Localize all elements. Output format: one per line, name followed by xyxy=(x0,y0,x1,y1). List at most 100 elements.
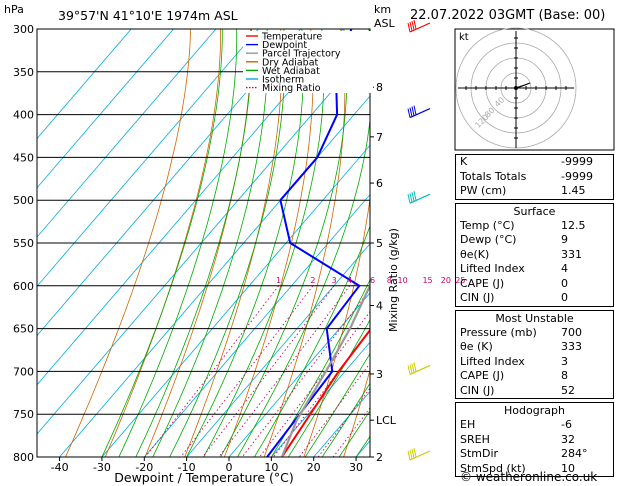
surface-title: Surface xyxy=(513,204,556,218)
indices-box: K -9999 Totals Totals -9999 PW (cm) 1.45 xyxy=(455,154,614,200)
legend-entry: Parcel Trajectory xyxy=(262,49,341,60)
isotherm-line xyxy=(271,341,370,457)
most-unstable-row: CAPE (J) 8 xyxy=(456,369,613,384)
indices-row: PW (cm) 1.45 xyxy=(456,184,613,199)
hodograph-box-row: SREH 32 xyxy=(456,433,613,448)
most-unstable-value: 8 xyxy=(561,369,568,382)
surface-label: Dewp (°C) xyxy=(460,233,517,246)
legend-entry: Isotherm xyxy=(262,75,304,86)
indices-rows: K -9999 Totals Totals -9999 PW (cm) 1.45 xyxy=(456,155,613,199)
height-tick-label: 4 xyxy=(376,299,383,312)
most-unstable-row: CIN (J) 52 xyxy=(456,384,613,399)
hodograph-stats-rows: EH -6 SREH 32 StmDir 284° StmSpd (kt) 10 xyxy=(456,418,613,476)
mixing-ratio-label: 3 xyxy=(332,276,337,285)
pressure-tick-label: 500 xyxy=(13,194,34,207)
hpa-label: hPa xyxy=(4,3,24,16)
wind-barb xyxy=(407,105,431,119)
surface-label: θe(K) xyxy=(460,247,490,261)
credit: © weatheronline.co.uk xyxy=(460,470,598,484)
pressure-tick-label: 700 xyxy=(13,365,34,378)
wet-adiabat-line xyxy=(321,382,370,457)
pressure-tick-label: 600 xyxy=(13,280,34,293)
temperature-tick-label: -10 xyxy=(178,461,196,474)
mixing-ratio-label: 20 xyxy=(441,276,451,285)
surface-label: Lifted Index xyxy=(460,262,525,275)
indices-panel: K -9999 Totals Totals -9999 PW (cm) 1.45 Surf… xyxy=(455,154,614,477)
legend-entry: Wet Adiabat xyxy=(262,66,320,77)
temperature-line xyxy=(281,328,370,457)
isotherm-line xyxy=(186,243,370,457)
indices-value: -9999 xyxy=(561,169,593,183)
temperature-tick-label: 10 xyxy=(264,461,278,474)
legend-entry: Temperature xyxy=(261,32,322,43)
isotherm-line xyxy=(228,292,370,457)
indices-row: Totals Totals -9999 xyxy=(456,170,613,185)
mixing-ratio-label: 1 xyxy=(276,276,281,285)
hodograph-box-value: -6 xyxy=(561,418,572,431)
y-axis-label: Mixing Ratio (g/kg) xyxy=(387,228,400,332)
indices-label: K xyxy=(460,155,468,168)
most-unstable-label: Pressure (mb) xyxy=(460,325,537,339)
dry-adiabat-line xyxy=(343,368,370,457)
asl-label: ASL xyxy=(374,17,396,30)
pressure-tick-label: 400 xyxy=(13,109,34,122)
surface-value: 4 xyxy=(561,262,568,275)
km-label: km xyxy=(374,3,391,16)
hodograph-box-value: 284° xyxy=(561,447,588,460)
indices-label: Totals Totals xyxy=(460,169,527,183)
legend-entry: Mixing Ratio xyxy=(262,83,321,94)
height-tick-label: 6 xyxy=(376,177,383,190)
most-unstable-value: 700 xyxy=(561,325,582,339)
mixing-ratio-label: 15 xyxy=(422,276,432,285)
hodograph-stats-box: Hodograph EH -6 SREH 32 StmDir 284° StmSpd (kt… xyxy=(455,402,614,477)
mixing-ratio-label: 8 xyxy=(387,276,392,285)
height-tick-label: 7 xyxy=(376,131,383,144)
surface-label: Temp (°C) xyxy=(460,218,515,232)
surface-box: Surface Temp (°C) 12.5 Dewp (°C) 9 θe(K) 331 L… xyxy=(455,202,614,307)
hodograph-trace xyxy=(515,82,531,89)
hodograph-box-label: SREH xyxy=(460,432,490,446)
mixing-ratio-label: 25 xyxy=(455,276,465,285)
surface-row: CIN (J) 0 xyxy=(456,291,613,306)
hodograph-box-row: StmSpd (kt) 10 xyxy=(456,462,613,477)
surface-value: 9 xyxy=(561,233,568,246)
datetime: 22.07.2022 03GMT (Base: 00) xyxy=(410,8,606,23)
pressure-tick-label: 300 xyxy=(13,23,34,36)
mixing-ratio-label: 2 xyxy=(310,276,315,285)
hodograph-box-label: EH xyxy=(460,418,476,431)
mixing-ratio-labels: 1 2 3 4 6 8 10 15 20 25 xyxy=(276,276,465,285)
pressure-tick-label: 800 xyxy=(13,451,34,464)
pressure-tick-label: 350 xyxy=(13,66,34,79)
wind-barb xyxy=(407,362,431,375)
most-unstable-label: θe (K) xyxy=(460,340,493,353)
height-tick-label: 2 xyxy=(376,451,383,464)
height-tick-label: 8 xyxy=(376,81,383,94)
legend-entry: Dewpoint xyxy=(262,40,307,51)
height-axis: 8 7 6 5 4 3 LCL 2 xyxy=(370,81,397,464)
wind-barb xyxy=(407,447,431,461)
legend-entry: Dry Adiabat xyxy=(262,57,319,68)
height-tick-label: 5 xyxy=(376,237,383,250)
surface-value: 331 xyxy=(561,247,582,261)
temperature-tick-label: -40 xyxy=(51,461,69,474)
surface-row: CAPE (J) 0 xyxy=(456,277,613,292)
x-axis-label: Dewpoint / Temperature (°C) xyxy=(114,470,293,485)
most-unstable-label: Lifted Index xyxy=(460,354,525,368)
surface-label: CAPE (J) xyxy=(460,276,505,290)
hodograph-box-label: StmDir xyxy=(460,447,499,460)
surface-rows: Temp (°C) 12.5 Dewp (°C) 9 θe(K) 331 Lifted In… xyxy=(456,219,613,306)
wet-adiabat-line xyxy=(304,352,370,457)
pressure-tick-label: 550 xyxy=(13,237,34,250)
surface-row: θe(K) 331 xyxy=(456,248,613,263)
surface-value: 12.5 xyxy=(561,218,586,232)
most-unstable-row: Pressure (mb) 700 xyxy=(456,326,613,341)
mixing-ratio-line xyxy=(180,285,314,457)
most-unstable-box: Most Unstable Pressure (mb) 700 θe (K) 333 L… xyxy=(455,309,614,399)
surface-row: Temp (°C) 12.5 xyxy=(456,219,613,234)
most-unstable-label: CIN (J) xyxy=(460,383,495,397)
most-unstable-value: 3 xyxy=(561,354,568,368)
temperature-tick-label: -30 xyxy=(93,461,111,474)
